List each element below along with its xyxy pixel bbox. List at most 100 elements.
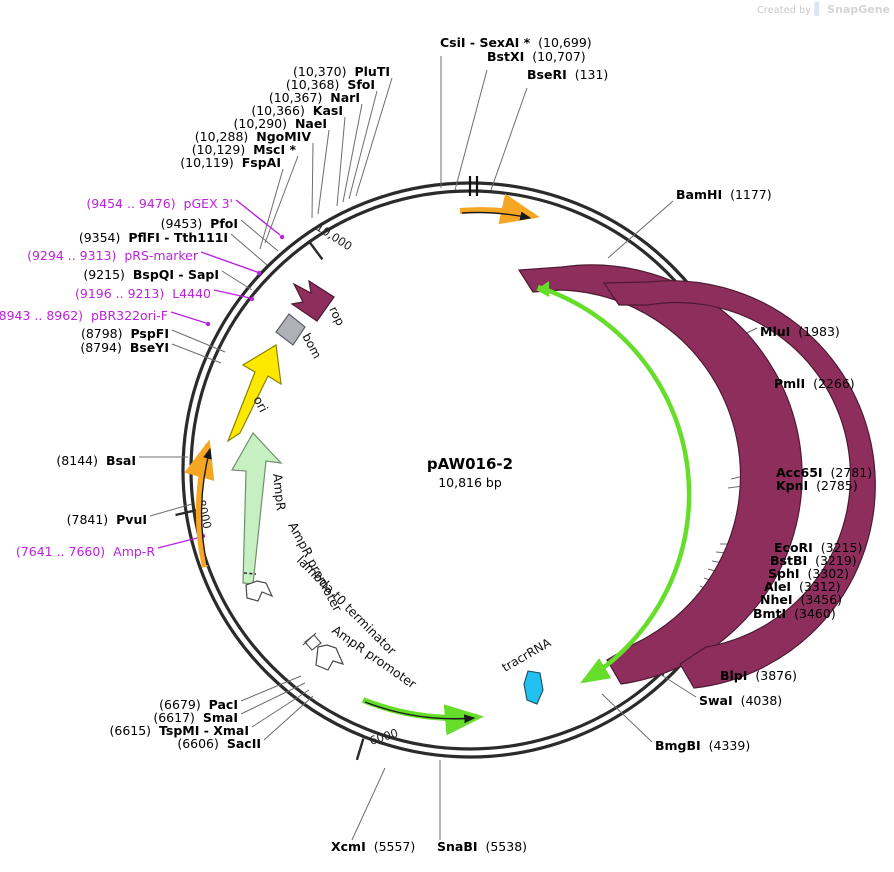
enzyme-name: KpnI — [776, 478, 809, 493]
enzyme-position: (10,699) — [538, 35, 592, 50]
enzyme-position: (3456) — [800, 592, 843, 607]
watermark-brand: SnapGene — [827, 3, 890, 16]
region-name: pRS-marker — [124, 248, 198, 263]
enzyme-name: NgoMIV — [256, 129, 311, 144]
enzyme-name: SacII — [226, 736, 261, 751]
enzyme-label: (6615) TspMI - XmaI — [109, 723, 249, 738]
tracrrna-label: tracrRNA — [500, 635, 554, 675]
region-label: (9294 .. 9313) pRS-marker — [27, 248, 198, 263]
enzyme-position: (10,129) — [191, 142, 246, 157]
enzyme-name: NaeI — [294, 116, 327, 131]
cas9-outer-label: Cas9 — [643, 448, 662, 480]
enzyme-name: BseYI — [129, 340, 169, 355]
enzyme-name: EcoRI — [774, 540, 813, 555]
region-range: (9294 .. 9313) — [27, 248, 117, 263]
snapgene-watermark: Created by ▌ SnapGene — [757, 2, 890, 16]
enzyme-position: (2785) — [816, 478, 858, 493]
feature-tracrrna: tracrRNA — [500, 635, 554, 705]
enzyme-position: (6615) — [109, 723, 152, 738]
enzyme-position: (5538) — [485, 839, 528, 854]
region-range: (7641 .. 7660) — [15, 544, 106, 559]
region-label: (9196 .. 9213) L4440 — [74, 286, 211, 301]
enzyme-label: BamHI (1177) — [676, 187, 772, 202]
feature-cas9-outer — [517, 264, 803, 685]
enzyme-name: SphI — [768, 566, 800, 581]
enzyme-name: CsiI - SexAI * — [440, 35, 531, 50]
feature-cas9-labels: Cas9 Cas9 — [643, 437, 714, 480]
region-name: L4440 — [172, 286, 211, 301]
enzyme-name: BlpI — [720, 668, 748, 683]
enzyme-name: BsaI — [105, 453, 136, 468]
ampr-label: AmpR — [270, 473, 289, 512]
enzyme-name: SnaBI — [437, 839, 478, 854]
enzyme-name: PflFI - Tth111I — [128, 230, 228, 245]
enzyme-label: (10,288) NgoMIV — [194, 129, 311, 144]
region-name: pGEX 3' — [183, 196, 233, 211]
enzyme-position: (9215) — [83, 267, 125, 282]
enzyme-name: BseRI — [527, 67, 567, 82]
enzyme-label: (6679) PacI — [159, 697, 238, 712]
region-name: pBR322ori-F — [90, 308, 168, 323]
enzyme-position: (4038) — [740, 693, 783, 708]
feature-cas9-inner — [602, 280, 876, 689]
enzyme-name: KasI — [312, 103, 343, 118]
enzyme-position: (3215) — [820, 540, 863, 555]
enzyme-position: (9354) — [78, 230, 121, 245]
enzyme-label: (10,367) NarI — [269, 91, 360, 105]
enzyme-position: (8794) — [80, 340, 122, 355]
region-label: (9454 .. 9476) pGEX 3' — [86, 196, 233, 211]
enzyme-position: (1177) — [730, 187, 772, 202]
enzyme-position: (6617) — [153, 710, 195, 725]
enzyme-label: (6606) SacII — [177, 736, 261, 751]
feature-ampr-promoter-1: AmpR promoter — [245, 519, 346, 615]
enzyme-label: (10,368) SfoI — [286, 77, 375, 92]
enzyme-position: (6606) — [177, 736, 219, 751]
enzyme-label: PmlI (2266) — [774, 377, 855, 391]
enzyme-label: SwaI (4038) — [699, 693, 783, 708]
enzyme-label: (10,129) MscI * — [191, 142, 296, 157]
enzyme-name: XcmI — [331, 839, 366, 854]
enzyme-label: (7841) PvuI — [67, 513, 147, 527]
enzyme-label: SnaBI (5538) — [437, 839, 528, 854]
plasmid-title-block: pAW016-2 10,816 bp — [370, 455, 570, 490]
enzyme-label: BmgBI (4339) — [655, 738, 750, 753]
enzyme-name: PfoI — [210, 216, 238, 231]
enzyme-label: (9453) PfoI — [161, 216, 238, 231]
feature-ampr: AmpR — [231, 431, 289, 585]
enzyme-name: FspAI — [241, 155, 281, 170]
enzyme-name: BmtI — [753, 606, 787, 621]
enzyme-name: MscI * — [253, 142, 296, 157]
enzyme-position: (10,366) — [251, 103, 305, 118]
enzyme-hash-marks — [468, 176, 479, 196]
region-range: (9454 .. 9476) — [86, 196, 176, 211]
cas9-inner-label: Cas9 — [696, 437, 714, 469]
enzyme-position: (8144) — [56, 453, 98, 468]
enzyme-name: PacI — [208, 697, 238, 712]
enzyme-label: AleI (3312) — [764, 579, 841, 594]
enzyme-position: (6679) — [159, 697, 201, 712]
enzyme-label: KpnI (2785) — [776, 478, 858, 493]
bottom-promoter-arrow — [361, 697, 484, 736]
enzyme-name: AleI — [764, 579, 792, 594]
enzyme-position: (10,288) — [194, 129, 249, 144]
enzyme-name: SfoI — [347, 77, 375, 92]
enzyme-name: MluI — [760, 324, 791, 339]
enzyme-position: (5557) — [373, 839, 416, 854]
enzyme-label: MluI (1983) — [760, 324, 840, 339]
enzyme-name: TspMI - XmaI — [159, 723, 249, 738]
enzyme-label: (10,290) NaeI — [234, 116, 327, 131]
region-label: (8943 .. 8962) pBR322ori-F — [0, 308, 168, 323]
enzyme-label: CsiI - SexAI * (10,699) — [440, 35, 592, 50]
enzyme-label: (9215) BspQI - SapI — [83, 267, 219, 282]
feature-rop: rop — [290, 279, 347, 328]
enzyme-name: BmgBI — [655, 738, 701, 753]
enzyme-label: BseRI (131) — [527, 67, 608, 82]
enzyme-name: BspQI - SapI — [132, 267, 219, 282]
region-range: (9196 .. 9213) — [74, 286, 165, 301]
plasmid-size: 10,816 bp — [438, 475, 502, 490]
enzyme-position: (3876) — [755, 668, 797, 683]
enzyme-name: BamHI — [676, 187, 723, 202]
region-label: (7641 .. 7660) Amp-R — [15, 544, 155, 559]
